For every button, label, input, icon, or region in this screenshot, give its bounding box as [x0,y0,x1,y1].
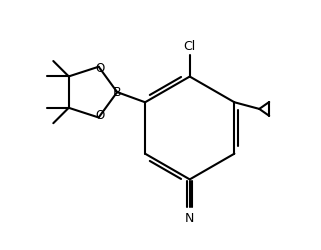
Text: N: N [185,212,195,225]
Text: O: O [95,109,104,122]
Text: Cl: Cl [184,40,196,53]
Text: O: O [95,62,104,75]
Text: B: B [113,86,121,98]
